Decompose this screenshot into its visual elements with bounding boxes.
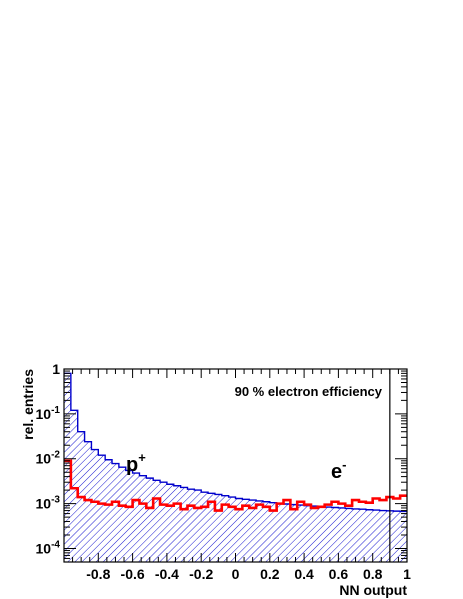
y-tick-label: 1 [52,361,60,377]
x-tick-label: -0.2 [189,566,213,582]
x-tick-label: 0.8 [363,566,383,582]
x-axis-title: NN output [339,582,407,598]
y-tick-label: 10-2 [36,450,61,467]
y-tick-label: 10-3 [36,495,61,512]
x-tick-label: 1 [403,566,411,582]
x-tick-label: 0 [232,566,240,582]
y-tick-label: 10-4 [36,539,61,556]
efficiency-annotation: 90 % electron efficiency [235,384,383,399]
electron-histogram-line [64,459,407,512]
proton-series-label: p+ [126,450,146,476]
x-tick-label: 0.2 [260,566,280,582]
electron-series-label: e- [331,457,346,483]
y-tick-label: 10-1 [36,405,61,422]
x-tick-label: -0.6 [121,566,145,582]
proton-histogram-line [64,372,407,513]
x-tick-label: -0.8 [86,566,110,582]
y-axis-title: rel. entries [20,369,36,440]
x-tick-label: -0.4 [155,566,179,582]
x-tick-label: 0.4 [294,566,314,582]
proton-histogram-fill [64,373,407,562]
x-tick-label: 0.6 [329,566,349,582]
